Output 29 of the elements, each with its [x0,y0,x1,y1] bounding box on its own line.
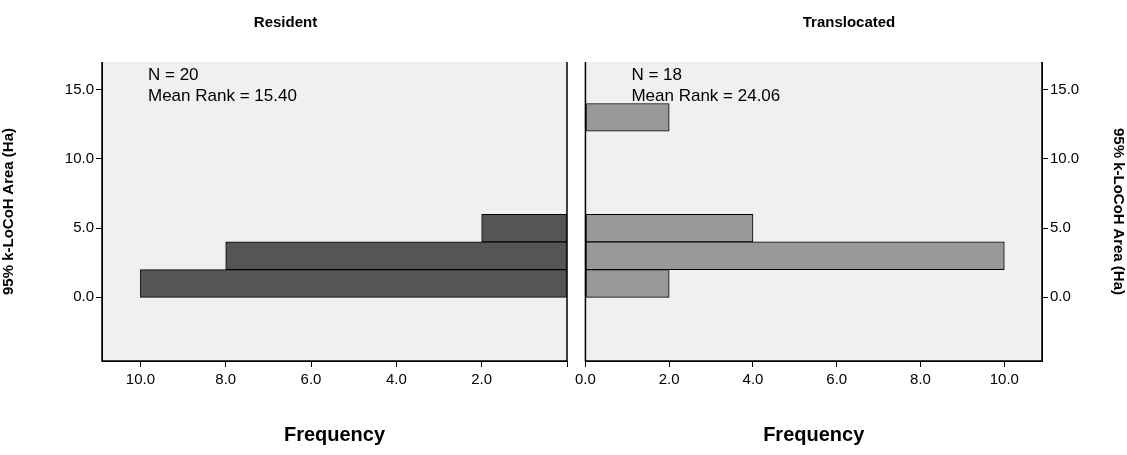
y-tick-label: 0.0 [73,287,94,305]
x-tick-label: 6.0 [300,370,322,388]
x-tick-label: 8.0 [910,370,931,388]
y-tick-label: 5.0 [1050,218,1071,236]
chart-title: Translocated [802,13,896,31]
y-axis-title: 95% k-LoCoH Area (Ha) [0,128,17,295]
x-tick-label: 10.0 [989,370,1019,388]
y-tick-label: 0.0 [1050,287,1071,305]
x-tick-label: 8.0 [215,370,237,388]
x-tick-label: 4.0 [385,370,407,388]
annotation: Mean Rank = 24.06 [631,86,781,106]
y-tick-label: 15.0 [64,79,94,97]
x-axis-title: Frequency [763,422,866,445]
x-axis-title: Frequency [283,422,386,445]
chart-title: Resident [253,13,318,31]
y-tick-label: 10.0 [1050,149,1080,167]
x-tick-label: 6.0 [826,370,848,388]
x-tick-label: 10.0 [125,370,155,388]
y-axis-title: 95% k-LoCoH Area (Ha) [1110,128,1127,295]
annotation: Mean Rank = 15.40 [148,86,297,106]
y-tick-label: 10.0 [64,149,94,167]
annotation: N = 18 [631,65,682,85]
y-tick-label: 15.0 [1050,79,1080,97]
x-tick-label: 0.0 [575,370,596,388]
annotation: N = 20 [148,65,199,85]
x-tick-label: 2.0 [658,370,680,388]
y-tick-label: 5.0 [73,218,94,236]
x-tick-label: 2.0 [471,370,493,388]
x-tick-label: 4.0 [742,370,764,388]
